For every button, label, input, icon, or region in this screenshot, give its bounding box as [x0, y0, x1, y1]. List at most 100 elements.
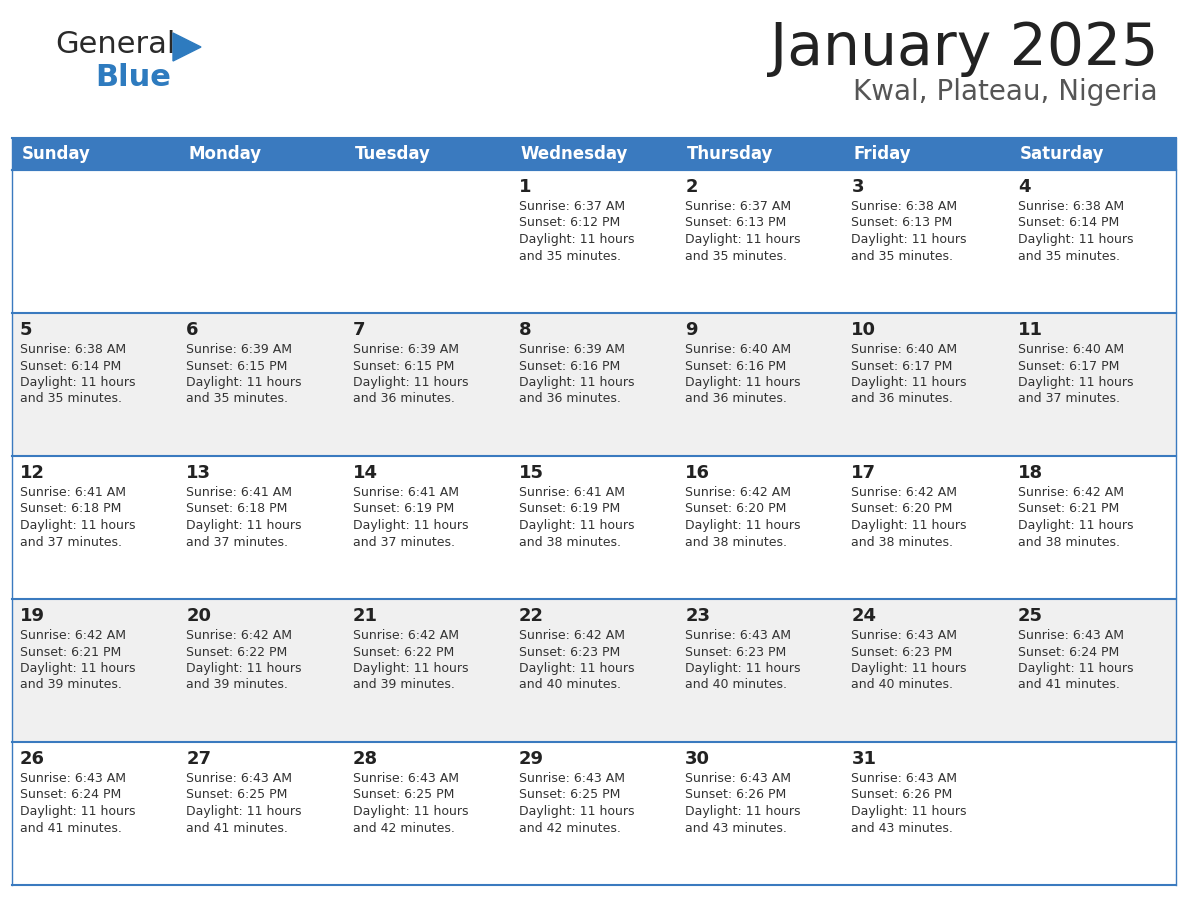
Text: Sunset: 6:16 PM: Sunset: 6:16 PM — [685, 360, 786, 373]
Bar — [12, 138, 178, 170]
Text: Sunset: 6:25 PM: Sunset: 6:25 PM — [353, 789, 454, 801]
Text: Daylight: 11 hours: Daylight: 11 hours — [187, 805, 302, 818]
Text: Daylight: 11 hours: Daylight: 11 hours — [852, 805, 967, 818]
Text: 4: 4 — [1018, 178, 1030, 196]
Text: Sunrise: 6:43 AM: Sunrise: 6:43 AM — [685, 629, 791, 642]
Text: Sunrise: 6:40 AM: Sunrise: 6:40 AM — [852, 343, 958, 356]
Bar — [178, 456, 345, 599]
Text: Tuesday: Tuesday — [354, 145, 430, 163]
Text: 21: 21 — [353, 607, 378, 625]
Bar — [345, 138, 511, 170]
Text: and 39 minutes.: and 39 minutes. — [187, 678, 289, 691]
Text: Daylight: 11 hours: Daylight: 11 hours — [20, 805, 135, 818]
Text: Friday: Friday — [853, 145, 911, 163]
Text: Sunrise: 6:43 AM: Sunrise: 6:43 AM — [187, 772, 292, 785]
Text: Sunrise: 6:42 AM: Sunrise: 6:42 AM — [20, 629, 126, 642]
Bar — [511, 170, 677, 313]
Text: Sunset: 6:15 PM: Sunset: 6:15 PM — [187, 360, 287, 373]
Text: Daylight: 11 hours: Daylight: 11 hours — [353, 662, 468, 675]
Text: Sunset: 6:20 PM: Sunset: 6:20 PM — [852, 502, 953, 516]
Text: Sunset: 6:22 PM: Sunset: 6:22 PM — [353, 645, 454, 658]
Text: Sunset: 6:26 PM: Sunset: 6:26 PM — [685, 789, 786, 801]
Bar — [511, 138, 677, 170]
Text: Daylight: 11 hours: Daylight: 11 hours — [685, 805, 801, 818]
Bar — [843, 138, 1010, 170]
Text: and 40 minutes.: and 40 minutes. — [685, 678, 788, 691]
Text: Daylight: 11 hours: Daylight: 11 hours — [519, 519, 634, 532]
Text: and 38 minutes.: and 38 minutes. — [519, 535, 621, 548]
Text: Daylight: 11 hours: Daylight: 11 hours — [852, 519, 967, 532]
Polygon shape — [173, 33, 201, 61]
Text: and 35 minutes.: and 35 minutes. — [187, 393, 289, 406]
Bar — [1010, 599, 1176, 742]
Text: Daylight: 11 hours: Daylight: 11 hours — [1018, 519, 1133, 532]
Text: 8: 8 — [519, 321, 531, 339]
Text: Sunday: Sunday — [23, 145, 90, 163]
Text: Sunrise: 6:42 AM: Sunrise: 6:42 AM — [353, 629, 459, 642]
Text: Sunrise: 6:42 AM: Sunrise: 6:42 AM — [685, 486, 791, 499]
Text: 22: 22 — [519, 607, 544, 625]
Text: Sunrise: 6:42 AM: Sunrise: 6:42 AM — [852, 486, 958, 499]
Text: Sunrise: 6:38 AM: Sunrise: 6:38 AM — [1018, 200, 1124, 213]
Bar — [1010, 313, 1176, 456]
Text: 28: 28 — [353, 750, 378, 768]
Text: Daylight: 11 hours: Daylight: 11 hours — [519, 805, 634, 818]
Bar — [345, 313, 511, 456]
Text: Sunset: 6:14 PM: Sunset: 6:14 PM — [1018, 217, 1119, 230]
Bar — [1010, 170, 1176, 313]
Text: Sunset: 6:26 PM: Sunset: 6:26 PM — [852, 789, 953, 801]
Bar — [1010, 138, 1176, 170]
Text: Kwal, Plateau, Nigeria: Kwal, Plateau, Nigeria — [853, 78, 1158, 106]
Bar — [511, 456, 677, 599]
Bar — [178, 742, 345, 885]
Text: Sunrise: 6:40 AM: Sunrise: 6:40 AM — [1018, 343, 1124, 356]
Text: and 43 minutes.: and 43 minutes. — [852, 822, 953, 834]
Text: Sunrise: 6:39 AM: Sunrise: 6:39 AM — [187, 343, 292, 356]
Text: 1: 1 — [519, 178, 531, 196]
Text: 18: 18 — [1018, 464, 1043, 482]
Text: 2: 2 — [685, 178, 697, 196]
Bar — [677, 138, 843, 170]
Text: 19: 19 — [20, 607, 45, 625]
Text: Sunrise: 6:40 AM: Sunrise: 6:40 AM — [685, 343, 791, 356]
Text: Sunset: 6:21 PM: Sunset: 6:21 PM — [20, 645, 121, 658]
Text: 11: 11 — [1018, 321, 1043, 339]
Text: Sunrise: 6:37 AM: Sunrise: 6:37 AM — [519, 200, 625, 213]
Text: 17: 17 — [852, 464, 877, 482]
Text: Sunrise: 6:42 AM: Sunrise: 6:42 AM — [1018, 486, 1124, 499]
Text: 30: 30 — [685, 750, 710, 768]
Text: Sunrise: 6:41 AM: Sunrise: 6:41 AM — [20, 486, 126, 499]
Bar — [843, 313, 1010, 456]
Text: and 39 minutes.: and 39 minutes. — [353, 678, 455, 691]
Text: Daylight: 11 hours: Daylight: 11 hours — [20, 662, 135, 675]
Text: Sunset: 6:18 PM: Sunset: 6:18 PM — [20, 502, 121, 516]
Text: 5: 5 — [20, 321, 32, 339]
Text: Sunset: 6:23 PM: Sunset: 6:23 PM — [519, 645, 620, 658]
Text: Sunrise: 6:43 AM: Sunrise: 6:43 AM — [20, 772, 126, 785]
Text: and 36 minutes.: and 36 minutes. — [519, 393, 621, 406]
Text: 26: 26 — [20, 750, 45, 768]
Text: Sunset: 6:19 PM: Sunset: 6:19 PM — [353, 502, 454, 516]
Text: Sunset: 6:23 PM: Sunset: 6:23 PM — [685, 645, 786, 658]
Text: and 37 minutes.: and 37 minutes. — [353, 535, 455, 548]
Bar — [677, 313, 843, 456]
Text: Daylight: 11 hours: Daylight: 11 hours — [20, 376, 135, 389]
Text: 25: 25 — [1018, 607, 1043, 625]
Bar — [677, 456, 843, 599]
Text: Sunrise: 6:38 AM: Sunrise: 6:38 AM — [852, 200, 958, 213]
Text: and 37 minutes.: and 37 minutes. — [187, 535, 289, 548]
Text: Daylight: 11 hours: Daylight: 11 hours — [20, 519, 135, 532]
Text: 7: 7 — [353, 321, 365, 339]
Bar — [843, 742, 1010, 885]
Text: Sunset: 6:23 PM: Sunset: 6:23 PM — [852, 645, 953, 658]
Text: and 42 minutes.: and 42 minutes. — [353, 822, 455, 834]
Text: 15: 15 — [519, 464, 544, 482]
Bar — [178, 170, 345, 313]
Text: and 36 minutes.: and 36 minutes. — [353, 393, 455, 406]
Text: 20: 20 — [187, 607, 211, 625]
Bar — [511, 742, 677, 885]
Text: Sunrise: 6:41 AM: Sunrise: 6:41 AM — [187, 486, 292, 499]
Text: January 2025: January 2025 — [770, 20, 1158, 77]
Bar — [345, 170, 511, 313]
Text: Daylight: 11 hours: Daylight: 11 hours — [852, 662, 967, 675]
